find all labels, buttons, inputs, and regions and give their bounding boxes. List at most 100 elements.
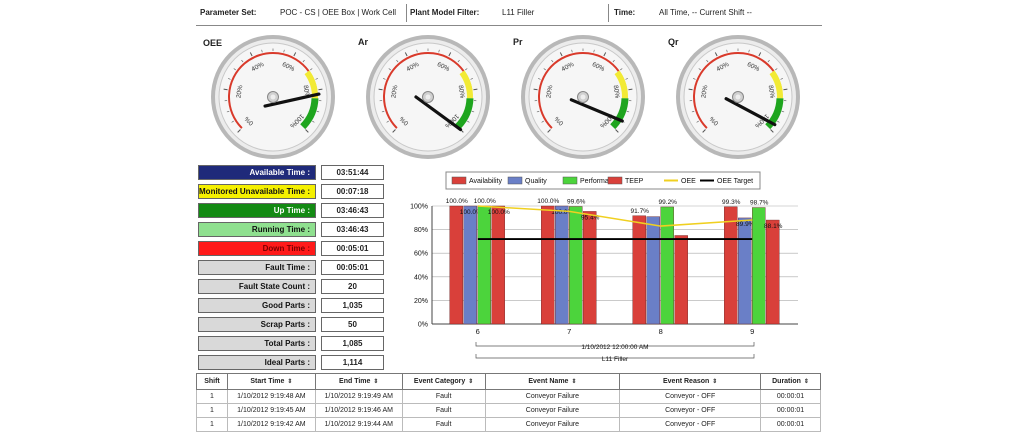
table-cell: 1/10/2012 9:19:48 AM <box>227 390 315 404</box>
table-cell: Conveyor Failure <box>485 418 620 432</box>
series-line <box>478 206 753 226</box>
legend-entry: Availability <box>469 178 502 185</box>
kpi-value: 03:46:43 <box>321 222 384 237</box>
gauge-oee: 0%20%40%60%80%100% <box>209 33 337 161</box>
data-label: 91.7% <box>631 208 650 215</box>
legend-entry: Quality <box>525 178 547 185</box>
y-tick-label: 0% <box>418 322 428 329</box>
x-tick-label: 8 <box>659 327 663 336</box>
y-tick-label: 80% <box>414 227 428 234</box>
x-tick-label: 7 <box>567 327 571 336</box>
col-header-end-time[interactable]: End Time⇕ <box>315 374 402 390</box>
bar <box>766 220 779 324</box>
col-header-event-name[interactable]: Event Name⇕ <box>485 374 620 390</box>
table-cell: 1/10/2012 9:19:46 AM <box>315 404 402 418</box>
gauge-hub-center <box>581 95 586 100</box>
kpi-value: 1,035 <box>321 298 384 313</box>
bar <box>569 206 582 324</box>
data-label: 100.0% <box>474 198 496 205</box>
bar <box>541 206 554 324</box>
kpi-value: 00:07:18 <box>321 184 384 199</box>
legend-swatch <box>452 177 466 184</box>
table-cell: Fault <box>402 404 485 418</box>
plant-model-filter-label: Plant Model Filter: <box>410 8 479 20</box>
sort-icon[interactable]: ⇕ <box>712 379 717 385</box>
y-tick-label: 60% <box>414 251 428 258</box>
parameter-set-value[interactable]: POC - CS | OEE Box | Work Cell <box>280 8 396 20</box>
kpi-label: Scrap Parts : <box>198 317 316 332</box>
data-label: 89.9% <box>736 221 755 228</box>
bar <box>492 206 505 324</box>
sort-icon[interactable]: ⇕ <box>571 379 576 385</box>
x-group-sublabel: L11 Filler <box>602 356 629 363</box>
bar <box>478 206 491 324</box>
col-header-event-reason[interactable]: Event Reason⇕ <box>620 374 761 390</box>
bar <box>583 211 596 324</box>
legend-entry: TEEP <box>625 178 644 185</box>
table-cell: Conveyor Failure <box>485 390 620 404</box>
data-label: 99.2% <box>659 199 678 206</box>
gauge-tick <box>783 89 787 90</box>
table-cell: Conveyor - OFF <box>620 390 761 404</box>
plant-model-filter-value[interactable]: L11 Filler <box>502 8 534 20</box>
gauge-tick <box>628 89 632 90</box>
time-filter-value[interactable]: All Time, -- Current Shift -- <box>659 8 752 20</box>
x-tick-label: 6 <box>476 327 480 336</box>
bar <box>450 206 463 324</box>
table-cell: 1/10/2012 9:19:42 AM <box>227 418 315 432</box>
gauge-hub-center <box>426 95 431 100</box>
kpi-label: Fault Time : <box>198 260 316 275</box>
gauge-pr: 0%20%40%60%80%100% <box>519 33 647 161</box>
kpi-value: 03:51:44 <box>321 165 384 180</box>
gauge-tick <box>379 89 383 90</box>
legend-swatch <box>608 177 622 184</box>
x-tick-label: 9 <box>750 327 754 336</box>
y-tick-label: 40% <box>414 274 428 281</box>
events-header-row: Shift Start Time⇕ End Time⇕ Event Catego… <box>197 374 821 390</box>
gauge-hub-center <box>736 95 741 100</box>
kpi-label: Down Time : <box>198 241 316 256</box>
kpi-value: 00:05:01 <box>321 241 384 256</box>
sort-icon[interactable]: ⇕ <box>287 379 292 385</box>
kpi-label: Ideal Parts : <box>198 355 316 370</box>
divider <box>608 4 609 22</box>
data-label: 99.6% <box>567 198 586 205</box>
gauge-tick <box>318 89 322 90</box>
y-tick-label: 100% <box>410 204 428 211</box>
legend-entry: OEE Target <box>717 178 753 185</box>
bar <box>633 216 646 324</box>
parameter-set-label: Parameter Set: <box>200 8 256 20</box>
data-label: 88.1% <box>764 223 783 230</box>
kpi-value: 03:46:43 <box>321 203 384 218</box>
table-cell: 1 <box>197 418 228 432</box>
sort-icon[interactable]: ⇕ <box>468 379 473 385</box>
table-cell: 00:00:01 <box>761 390 821 404</box>
table-cell: Fault <box>402 390 485 404</box>
events-table: Shift Start Time⇕ End Time⇕ Event Catego… <box>196 373 821 432</box>
table-cell: Conveyor Failure <box>485 404 620 418</box>
kpi-value: 00:05:01 <box>321 260 384 275</box>
time-filter-label: Time: <box>614 8 635 20</box>
gauge-tick <box>534 89 538 90</box>
kpi-label: Good Parts : <box>198 298 316 313</box>
data-label: 100.0% <box>446 198 468 205</box>
gauge-tick <box>224 89 228 90</box>
bar <box>647 217 660 324</box>
sort-icon[interactable]: ⇕ <box>804 379 809 385</box>
table-cell: 1 <box>197 390 228 404</box>
bar <box>738 218 751 324</box>
col-header-start-time[interactable]: Start Time⇕ <box>227 374 315 390</box>
col-header-duration[interactable]: Duration⇕ <box>761 374 821 390</box>
kpi-label: Monitored Unavailable Time : <box>198 184 316 199</box>
data-label: 100.0% <box>488 209 510 216</box>
col-header-event-category[interactable]: Event Category⇕ <box>402 374 485 390</box>
kpi-label: Fault State Count : <box>198 279 316 294</box>
filter-bar: Parameter Set: POC - CS | OEE Box | Work… <box>196 0 822 26</box>
sort-icon[interactable]: ⇕ <box>373 379 378 385</box>
table-cell: 1/10/2012 9:19:44 AM <box>315 418 402 432</box>
col-header-shift[interactable]: Shift <box>197 374 228 390</box>
table-cell: 1/10/2012 9:19:45 AM <box>227 404 315 418</box>
